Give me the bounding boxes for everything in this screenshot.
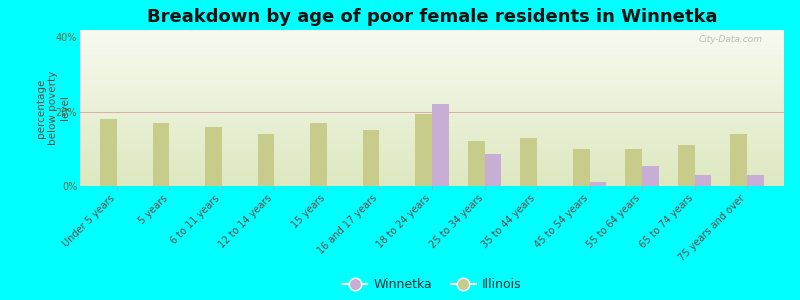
Bar bbox=[573, 149, 590, 186]
Bar bbox=[642, 166, 659, 186]
Bar bbox=[520, 138, 537, 186]
Bar bbox=[362, 130, 379, 186]
Bar bbox=[100, 119, 117, 186]
Bar bbox=[153, 123, 170, 186]
Bar bbox=[310, 123, 327, 186]
Bar bbox=[468, 141, 485, 186]
Bar bbox=[626, 149, 642, 186]
Text: City-Data.com: City-Data.com bbox=[699, 35, 763, 44]
Y-axis label: percentage
below poverty
level: percentage below poverty level bbox=[36, 71, 70, 145]
Legend: Winnetka, Illinois: Winnetka, Illinois bbox=[337, 273, 527, 296]
Bar bbox=[747, 175, 764, 186]
Bar bbox=[415, 114, 432, 186]
Bar bbox=[730, 134, 747, 186]
Bar bbox=[258, 134, 274, 186]
Bar bbox=[485, 154, 502, 186]
Title: Breakdown by age of poor female residents in Winnetka: Breakdown by age of poor female resident… bbox=[146, 8, 718, 26]
Bar bbox=[432, 104, 449, 186]
Bar bbox=[694, 175, 711, 186]
Bar bbox=[205, 127, 222, 186]
Bar bbox=[678, 145, 694, 186]
Bar bbox=[590, 182, 606, 186]
